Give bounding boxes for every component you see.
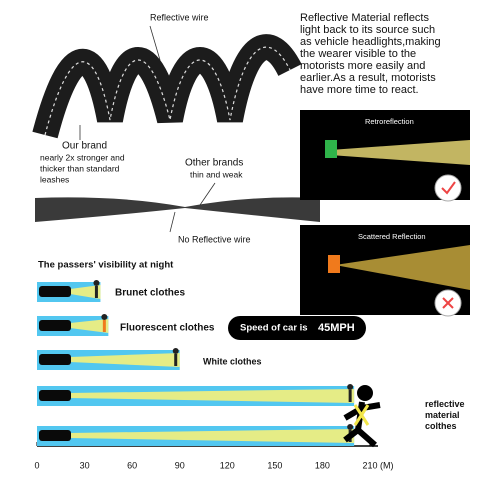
tick-label: 90 xyxy=(175,460,185,470)
tick-label: 180 xyxy=(315,460,330,470)
description-line: have more time to react. xyxy=(300,84,419,96)
panel-label: Retroreflection xyxy=(365,117,414,126)
description-line: earlier.As a result, motorists xyxy=(300,72,436,84)
beam xyxy=(70,319,109,333)
label: Other brands xyxy=(185,158,243,169)
unit: (M) xyxy=(380,460,394,470)
row-label: Brunet clothes xyxy=(115,288,185,299)
pointer xyxy=(149,25,161,61)
beam xyxy=(70,389,355,403)
figure xyxy=(328,255,340,273)
beam xyxy=(335,245,470,290)
runner xyxy=(357,385,373,401)
row-label: Fluorescent clothes xyxy=(120,323,215,334)
label: No Reflective wire xyxy=(178,234,251,244)
pointer xyxy=(169,211,176,233)
strap-coil xyxy=(32,34,302,139)
note: leashes xyxy=(40,174,69,184)
figure xyxy=(325,140,337,158)
tick-label: 60 xyxy=(127,460,137,470)
speed-value: 45MPH xyxy=(318,322,355,334)
runner xyxy=(343,401,381,448)
person xyxy=(101,314,108,320)
speed-text: Speed of car is xyxy=(240,323,308,334)
description-line: Reflective Material reflects xyxy=(300,12,429,24)
panel-label: Scattered Reflection xyxy=(358,232,426,241)
check-icon xyxy=(434,174,462,202)
beam xyxy=(330,140,470,165)
tick-label: 150 xyxy=(267,460,282,470)
note: nearly 2x stronger and xyxy=(40,152,125,162)
person xyxy=(172,348,179,354)
person xyxy=(347,384,354,390)
cross xyxy=(442,297,454,309)
note: thicker than standard xyxy=(40,163,120,173)
thin-strap xyxy=(35,197,320,222)
description-line: light back to its source such xyxy=(300,24,435,36)
pointer xyxy=(199,182,216,206)
reflective-stripe xyxy=(353,404,370,426)
tick-label: 0 xyxy=(34,460,39,470)
car xyxy=(39,430,71,441)
beam xyxy=(70,353,180,367)
description-line: as vehicle headlights,making xyxy=(300,36,441,48)
check xyxy=(441,181,456,195)
section-title: The passers' visibility at night xyxy=(38,260,174,271)
person xyxy=(93,280,100,286)
label: Reflective wire xyxy=(150,12,209,22)
speed-box xyxy=(228,316,366,340)
car xyxy=(39,390,71,401)
tick-label: 210 xyxy=(362,460,377,470)
label: Our brand xyxy=(62,141,107,152)
car xyxy=(39,320,71,331)
row-label: reflective material colthes xyxy=(425,399,465,431)
note: thin and weak xyxy=(190,169,243,179)
car xyxy=(39,354,71,365)
tick-label: 30 xyxy=(80,460,90,470)
car xyxy=(39,286,71,297)
beam xyxy=(70,285,101,299)
description-line: motorists more easily and xyxy=(300,60,425,72)
description-line: the wearer visible to the xyxy=(300,48,416,60)
person xyxy=(347,424,354,430)
row-label: White clothes xyxy=(203,356,262,366)
beam xyxy=(70,429,355,443)
tick-label: 120 xyxy=(220,460,235,470)
